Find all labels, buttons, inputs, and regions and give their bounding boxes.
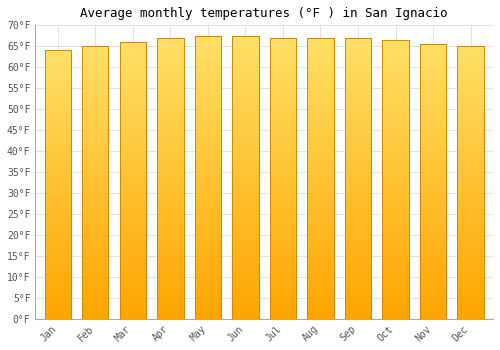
Bar bbox=[382, 40, 408, 318]
Bar bbox=[120, 42, 146, 318]
Bar bbox=[308, 38, 334, 318]
Title: Average monthly temperatures (°F ) in San Ignacio: Average monthly temperatures (°F ) in Sa… bbox=[80, 7, 448, 20]
Bar bbox=[458, 46, 483, 318]
Bar bbox=[82, 46, 108, 318]
Bar bbox=[270, 38, 296, 318]
Bar bbox=[195, 36, 221, 318]
Bar bbox=[345, 38, 371, 318]
Bar bbox=[157, 38, 184, 318]
Bar bbox=[232, 36, 258, 318]
Bar bbox=[44, 50, 71, 318]
Bar bbox=[420, 44, 446, 319]
